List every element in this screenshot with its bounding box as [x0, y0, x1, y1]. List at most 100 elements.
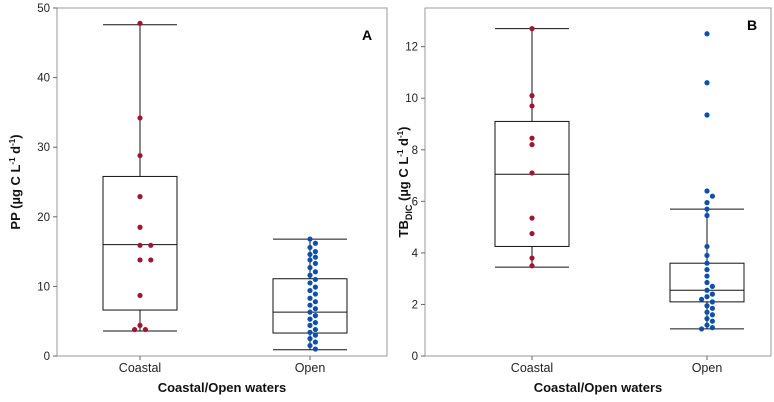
- panel-a-open-data-point: [312, 260, 318, 267]
- panel-b-open-data-point: [709, 305, 716, 311]
- panel-a-y-tick-label: 30: [37, 142, 50, 154]
- panel-b-open-data-point: [704, 200, 710, 206]
- panel-a-coastal-data-point: [137, 152, 143, 159]
- panel-b-open-data-point: [704, 260, 710, 266]
- panel-a-open-data-point: [312, 332, 318, 338]
- panel-b-open-data-point: [709, 283, 716, 289]
- panel-b-open-data-point: [704, 80, 710, 86]
- panel-b-open-data-point: [704, 252, 710, 259]
- panel-a-open-data-point: [312, 299, 318, 305]
- panel-a-open-data-point: [307, 316, 313, 322]
- panel-b-coastal-data-point: [529, 230, 535, 237]
- panel-b-open-data-point: [699, 296, 705, 302]
- panel-b-open-data-point: [704, 294, 710, 300]
- panel-a-coastal-data-point: [132, 326, 138, 333]
- panel-b-coastal-data-point: [529, 26, 535, 32]
- panel-b-open-data-point: [704, 273, 710, 279]
- panel-a-open-data-point: [307, 329, 313, 335]
- panel-b-coastal-data-point: [529, 215, 535, 221]
- panel-a-open-data-point: [307, 251, 313, 257]
- panel-b-open-data-point: [709, 291, 716, 297]
- panel-a-open-data-point: [312, 240, 318, 246]
- panel-a-open-data-point: [312, 291, 318, 297]
- panel-a-open-data-point: [312, 326, 318, 333]
- panel-a-x-axis-label: Coastal/Open waters: [158, 380, 287, 395]
- panel-b-plot-area: [424, 7, 772, 357]
- panel-a-open-data-point: [312, 339, 318, 345]
- panel-a-open-data-point: [307, 322, 313, 328]
- panel-b-open-data-point: [704, 212, 710, 219]
- panel-a-coastal-data-point: [148, 257, 154, 263]
- panel-a-open-data-point: [312, 306, 318, 312]
- panel-b-y-tick-label: 2: [412, 299, 418, 311]
- panel-a-coastal-data-point: [137, 257, 143, 263]
- panel-b-open-data-point: [709, 325, 716, 331]
- panel-a-y-tick-label: 20: [37, 212, 50, 224]
- panel-b-open-data-point: [704, 243, 710, 250]
- panel-b-coastal-data-point: [529, 93, 535, 99]
- panel-a-open-data-point: [312, 313, 318, 319]
- panel-a-coastal-data-point: [137, 20, 143, 26]
- panel-b-y-tick-label: 8: [412, 145, 418, 157]
- panel-b-open-data-point: [709, 318, 716, 324]
- panel-b-y-tick-label: 12: [405, 42, 418, 54]
- panel-b-open-data-point: [709, 299, 716, 305]
- panel-a-open-data-point: [307, 272, 313, 278]
- panel-b-y-tick-label: 6: [412, 196, 418, 208]
- panel-b-x-tick-label-coastal: Coastal: [511, 361, 553, 375]
- panel-a-coastal-data-point: [137, 292, 143, 299]
- panel-b-coastal-box: [494, 120, 570, 247]
- panel-a-x-tick-label-coastal: Coastal: [119, 361, 161, 375]
- panel-a-open-data-point: [307, 280, 313, 286]
- panel-b-coastal-data-point: [529, 103, 535, 109]
- panel-b-open-data-point: [704, 31, 710, 37]
- panel-a-y-tick-label: 40: [37, 73, 50, 85]
- panel-a-open-data-point: [307, 342, 313, 349]
- panel-b-open-data-point: [699, 326, 705, 332]
- panel-a-y-axis-label: PP (µg C L-1 d-1): [8, 134, 23, 229]
- panel-b-open-data-point: [704, 316, 710, 322]
- panel-a-open-data-point: [312, 276, 318, 283]
- panel-b-open-data-point: [709, 193, 716, 199]
- panel-b-label: B: [747, 17, 757, 33]
- panel-a-coastal-data-point: [137, 224, 143, 230]
- panel-b-open-data-point: [704, 267, 710, 273]
- panel-a-coastal-data-point: [137, 242, 143, 248]
- panel-b-coastal-data-point: [529, 255, 535, 261]
- panel-b-open-data-point: [704, 188, 710, 194]
- panel-a-open-data-point: [307, 236, 313, 242]
- panel-b-open-data-point: [704, 309, 710, 315]
- panel-a-y-tick-label: 0: [44, 351, 50, 363]
- panel-a-open-data-point: [307, 336, 313, 342]
- panel-a-open-data-point: [307, 295, 313, 301]
- panel-a-coastal-data-point: [148, 242, 154, 248]
- panel-a-open-data-point: [312, 346, 318, 352]
- panel-a-y-tick-label: 50: [37, 3, 50, 15]
- panel-a-coastal-data-point: [142, 326, 148, 333]
- panel-a-coastal-box: [102, 175, 178, 311]
- panel-a-open-data-point: [312, 249, 318, 255]
- panel-b-open-data-point: [704, 322, 710, 328]
- panel-b-open-data-point: [704, 279, 710, 286]
- panel-a-x-tick-label-open: Open: [295, 361, 326, 375]
- panel-b-coastal-data-point: [529, 135, 535, 141]
- panel-a-open-data-point: [307, 244, 313, 251]
- panel-a-open-data-point: [307, 302, 313, 308]
- panel-a-y-tick-label: 10: [37, 281, 50, 293]
- panel-a-open-data-point: [312, 319, 318, 326]
- panel-b: TBDIC (µg C L-1 d-1) B Coastal/Open wate…: [390, 0, 774, 402]
- panel-a-coastal-data-point: [137, 115, 143, 121]
- panel-a-coastal-data-point: [137, 194, 143, 200]
- panel-b-open-data-point: [704, 287, 710, 293]
- panel-a: PP (µg C L-1 d-1) A Coastal/Open waters …: [8, 3, 388, 395]
- panel-b-y-tick-label: 10: [405, 93, 418, 105]
- panel-a-open-data-point: [312, 254, 318, 260]
- panel-b-x-axis-label: Coastal/Open waters: [534, 380, 663, 395]
- panel-a-plot-area: [56, 7, 388, 357]
- panel-a-label: A: [362, 27, 372, 43]
- panel-a-open-data-point: [307, 257, 313, 263]
- panel-a-open-data-point: [307, 265, 313, 271]
- panel-b-y-axis-label: TBDIC (µg C L-1 d-1): [396, 127, 414, 238]
- panel-b-open-data-point: [704, 112, 710, 118]
